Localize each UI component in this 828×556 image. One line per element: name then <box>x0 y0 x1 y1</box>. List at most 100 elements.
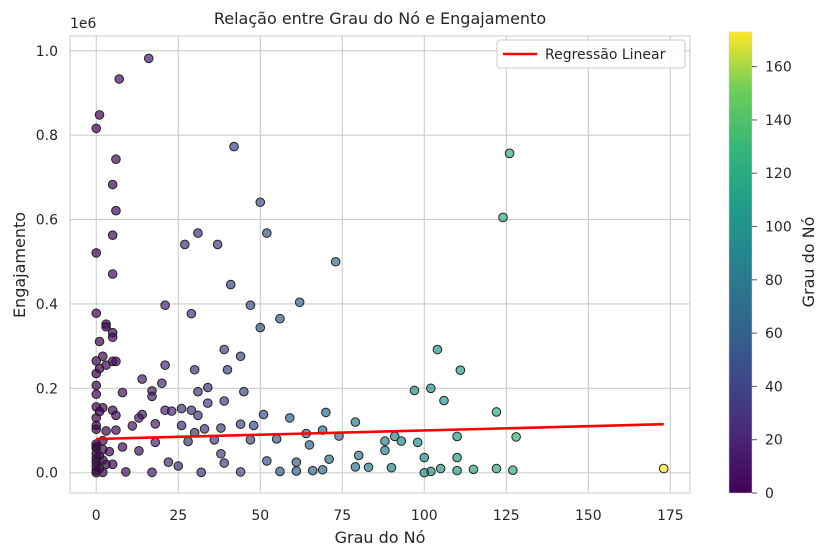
data-point <box>143 53 154 64</box>
data-point <box>225 279 236 290</box>
data-point <box>452 452 462 463</box>
data-point <box>380 445 390 456</box>
data-point <box>432 344 443 355</box>
data-point <box>452 431 462 442</box>
data-point <box>94 110 105 120</box>
data-point <box>291 466 302 476</box>
data-point <box>150 437 161 448</box>
data-point <box>409 385 420 396</box>
data-point <box>439 395 449 406</box>
data-point <box>186 308 197 319</box>
x-tick-label: 150 <box>575 508 602 524</box>
colorbar-tick-label: 60 <box>765 326 783 342</box>
y-tick-label: 0.8 <box>36 128 58 144</box>
data-point <box>216 448 226 459</box>
data-point <box>239 386 249 397</box>
data-point <box>196 467 207 478</box>
legend-label: Regressão Linear <box>545 47 666 63</box>
data-point <box>294 297 305 308</box>
data-point <box>91 308 102 319</box>
colorbar-tick-label: 40 <box>765 379 783 395</box>
data-point <box>255 322 266 333</box>
data-point <box>202 398 213 408</box>
data-point <box>91 248 102 258</box>
data-point <box>186 405 197 416</box>
data-point <box>363 462 374 473</box>
x-tick-label: 0 <box>92 508 101 524</box>
data-point <box>317 464 328 475</box>
data-point <box>255 197 266 208</box>
data-point <box>157 378 167 389</box>
colorbar-tick-label: 120 <box>765 166 792 182</box>
data-point <box>396 436 407 446</box>
colorbar-tick-label: 0 <box>765 486 774 502</box>
data-point <box>291 457 302 467</box>
data-point <box>91 424 102 435</box>
data-point <box>235 467 246 477</box>
y-axis-label: Engajamento <box>10 212 29 318</box>
x-tick-label: 25 <box>169 508 187 524</box>
data-point <box>321 407 331 418</box>
data-point <box>91 439 102 449</box>
data-point <box>330 256 341 267</box>
data-point <box>111 410 121 421</box>
data-point <box>107 230 118 240</box>
data-point <box>350 462 361 472</box>
regression-line-group <box>96 422 664 441</box>
y-tick-label: 0.2 <box>36 381 58 397</box>
x-tick-label: 50 <box>251 508 269 524</box>
data-point <box>91 123 102 134</box>
data-point <box>491 463 502 474</box>
data-point <box>189 364 200 375</box>
data-point <box>91 389 102 400</box>
data-point <box>199 424 210 434</box>
plot-area <box>69 35 691 494</box>
y-axis-ticks: 0.0 0.2 0.4 0.6 0.8 1.0 <box>36 44 58 482</box>
data-point <box>511 432 521 442</box>
data-point <box>134 446 144 456</box>
x-tick-label: 100 <box>411 508 438 524</box>
colorbar-tick-label: 80 <box>765 273 783 289</box>
data-point <box>350 417 361 427</box>
data-point <box>508 465 518 476</box>
data-point <box>150 418 161 429</box>
data-point <box>248 420 259 431</box>
data-point <box>504 148 515 159</box>
data-point <box>193 410 203 421</box>
data-point <box>120 467 131 477</box>
data-point <box>111 205 121 216</box>
data-point <box>163 457 174 467</box>
data-point <box>134 413 144 423</box>
scatter-points <box>91 53 669 478</box>
data-point <box>216 423 226 433</box>
x-tick-label: 175 <box>657 508 684 524</box>
data-point <box>91 380 102 391</box>
data-point <box>386 462 397 473</box>
data-point <box>114 74 125 84</box>
colorbar-label: Grau do Nó <box>799 217 818 308</box>
data-point <box>173 461 184 471</box>
data-point <box>137 374 147 384</box>
data-point <box>284 413 295 423</box>
data-point <box>412 437 423 448</box>
data-point <box>98 351 108 362</box>
data-point <box>498 212 508 223</box>
data-point <box>107 179 118 190</box>
data-point <box>435 463 446 474</box>
data-point <box>219 396 229 406</box>
data-point <box>117 442 128 452</box>
y-scale-label: 1e6 <box>70 16 97 32</box>
data-point <box>107 269 118 279</box>
data-point <box>101 321 111 332</box>
colorbar <box>728 31 753 494</box>
data-point <box>222 364 233 375</box>
data-point <box>160 300 170 311</box>
colorbar-tick-label: 140 <box>765 113 792 129</box>
data-point <box>262 228 272 238</box>
colorbar-tick-label: 160 <box>765 60 792 76</box>
x-tick-label: 125 <box>493 508 520 524</box>
data-point <box>245 435 256 445</box>
data-point <box>658 463 669 474</box>
data-point <box>455 365 466 376</box>
